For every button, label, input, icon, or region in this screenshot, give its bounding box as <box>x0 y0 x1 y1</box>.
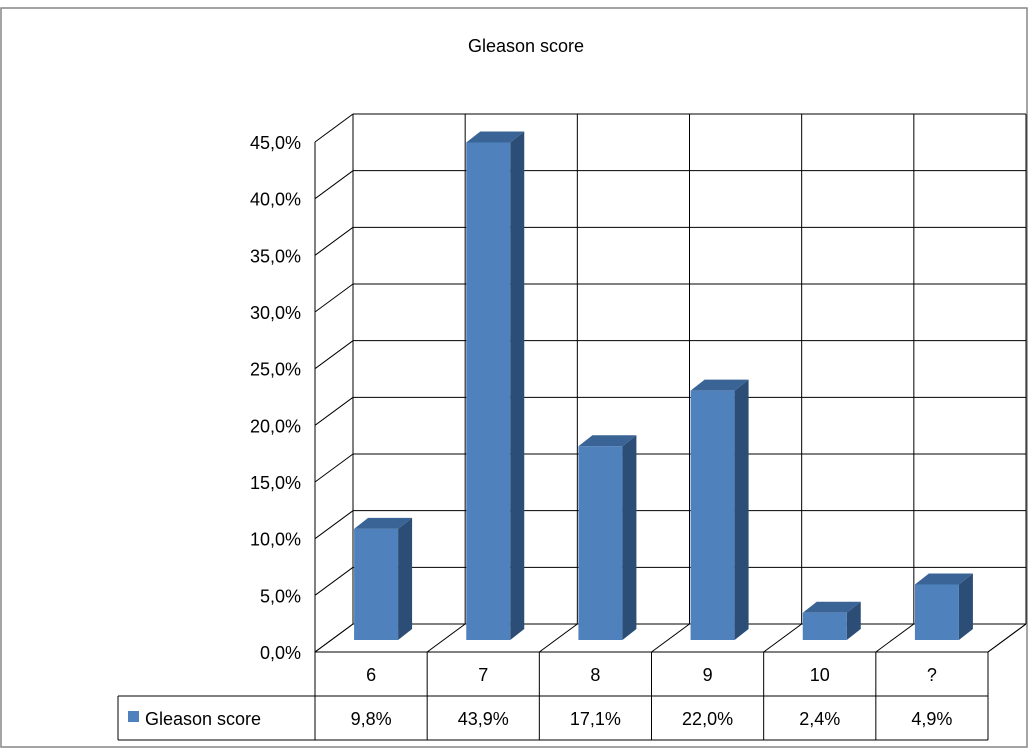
bar-top <box>466 131 525 143</box>
gridline-left-wall <box>314 453 354 483</box>
y-tick-label: 15,0% <box>250 473 301 493</box>
bar-side <box>510 131 525 640</box>
bar-side <box>398 517 413 640</box>
gridlines <box>314 113 1027 653</box>
legend-label: Gleason score <box>145 709 261 729</box>
floor-divider <box>763 623 802 653</box>
gridline-left-wall <box>314 170 354 200</box>
gridline-left-wall <box>314 510 354 540</box>
y-tick-label: 40,0% <box>250 190 301 210</box>
chart-title: Gleason score <box>468 36 584 56</box>
x-category-label: 8 <box>590 665 600 685</box>
bar-top <box>578 435 637 447</box>
bar-side <box>846 601 861 640</box>
y-tick-label: 25,0% <box>250 360 301 380</box>
y-tick-label: 0,0% <box>260 643 301 663</box>
y-tick-label: 5,0% <box>260 586 301 606</box>
bar-top <box>690 379 749 391</box>
x-category-label: ? <box>927 665 937 685</box>
gridline-left-wall <box>314 226 354 256</box>
bar-side <box>622 435 637 640</box>
bar <box>578 446 623 640</box>
floor-divider <box>314 623 354 653</box>
floor-divider <box>875 623 915 653</box>
floor-right-edge <box>987 623 1027 653</box>
gridline-left-wall <box>314 566 354 596</box>
x-category-label: 10 <box>810 665 830 685</box>
x-category-label: 9 <box>703 665 713 685</box>
data-label: 17,1% <box>570 709 621 729</box>
legend-swatch <box>128 711 139 722</box>
gridline-left-wall <box>314 340 354 370</box>
gridline-left-wall <box>314 283 354 313</box>
y-tick-label: 20,0% <box>250 416 301 436</box>
floor-divider <box>539 623 578 653</box>
floor-divider <box>426 623 466 653</box>
data-label: 43,9% <box>458 709 509 729</box>
data-table: 6 7 8 9 10 ? 9,8% 43,9% 17,1% 22,0% 2,4% 4,9% Gleaso… <box>117 652 989 741</box>
bar <box>690 390 735 640</box>
x-category-label: 6 <box>366 665 376 685</box>
y-tick-label: 45,0% <box>250 133 301 153</box>
gridline-left-wall <box>314 396 354 426</box>
bar <box>914 584 959 640</box>
bar-side <box>734 379 749 640</box>
bars <box>354 131 973 640</box>
y-tick-label: 10,0% <box>250 530 301 550</box>
data-label: 22,0% <box>682 709 733 729</box>
gridline-left-wall <box>314 113 354 143</box>
x-category-label: 7 <box>478 665 488 685</box>
y-axis-tick-labels: 0,0% 5,0% 10,0% 15,0% 20,0% 25,0% 30,0% 35,0% 40… <box>250 133 301 663</box>
bar-top <box>354 517 413 529</box>
bar <box>354 528 399 640</box>
data-label: 4,9% <box>911 709 952 729</box>
y-tick-label: 30,0% <box>250 303 301 323</box>
bar <box>466 142 511 640</box>
data-label: 9,8% <box>351 709 392 729</box>
bar <box>802 612 847 640</box>
floor-divider <box>651 623 690 653</box>
y-tick-label: 35,0% <box>250 246 301 266</box>
data-label: 2,4% <box>799 709 840 729</box>
bar-top <box>802 601 861 613</box>
bar-side <box>958 573 973 640</box>
bar-top <box>914 573 973 585</box>
